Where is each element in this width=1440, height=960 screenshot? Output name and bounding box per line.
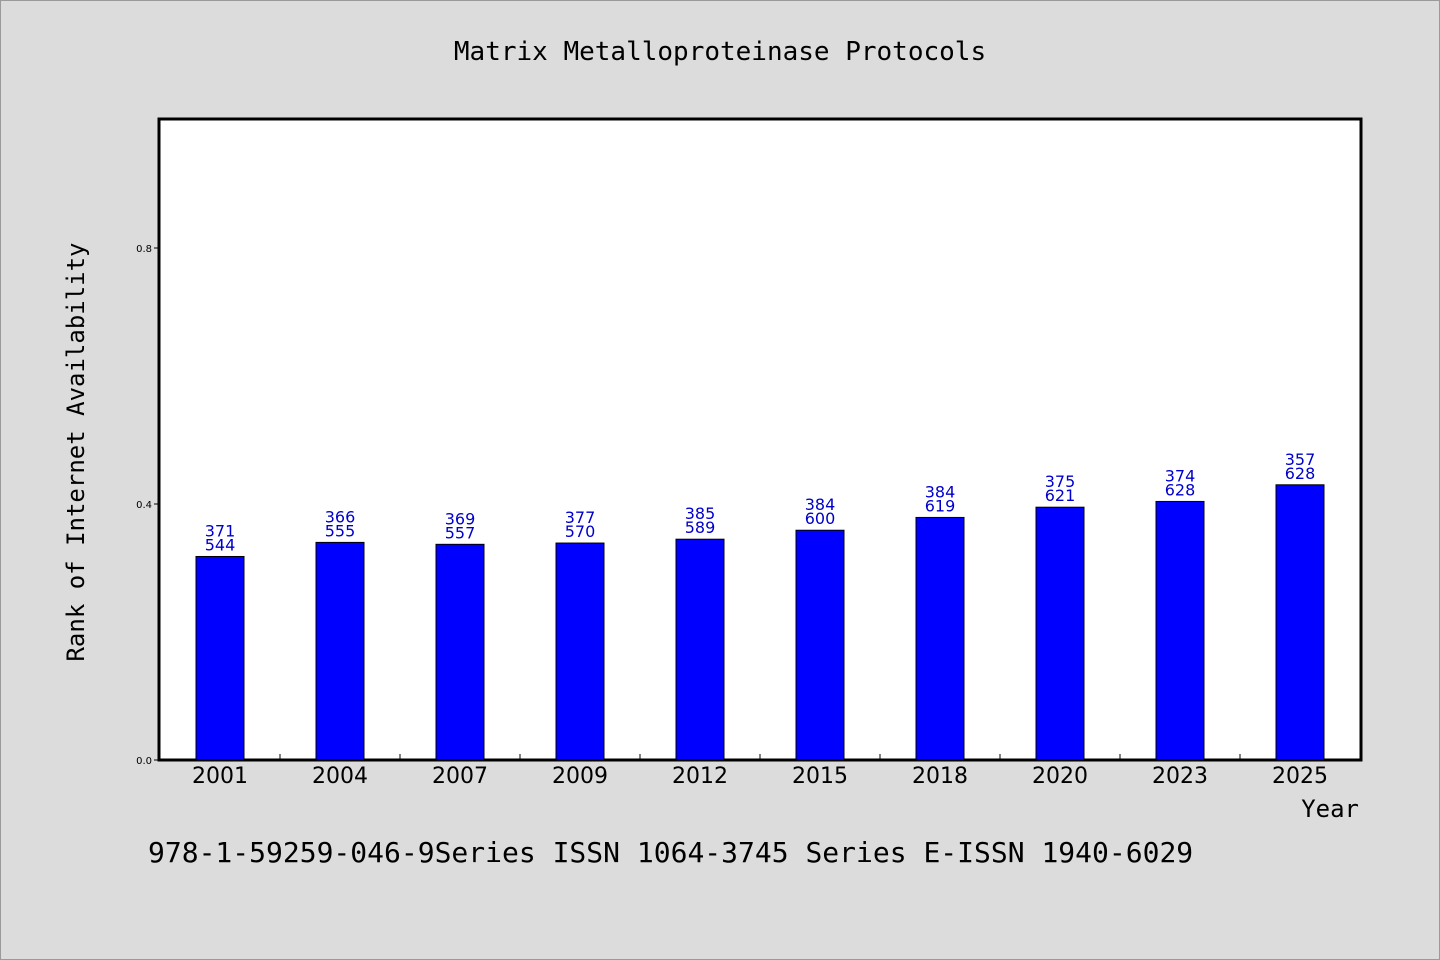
data-label-top: 385 xyxy=(685,504,716,523)
data-label-bottom: 628 xyxy=(1285,464,1316,483)
data-label-bottom: 621 xyxy=(1045,486,1076,505)
chart-title: Matrix Metalloproteinase Protocols xyxy=(454,37,986,67)
bar xyxy=(1275,484,1325,761)
y-tick-label: 0.0 xyxy=(136,756,152,767)
x-tick-label: 2009 xyxy=(552,764,608,789)
bar xyxy=(435,543,485,761)
x-tick-label: 2018 xyxy=(912,764,968,789)
x-axis-ticks: 2001 2004 2007 2009 2012 2015 2018 2020 2023 2025 xyxy=(192,754,1328,789)
x-axis-label: Year xyxy=(1301,795,1359,823)
data-label-top: 384 xyxy=(925,482,956,501)
y-tick-label: 0.4 xyxy=(136,500,152,511)
data-label-bottom: 555 xyxy=(325,521,356,540)
y-axis-ticks: 0.0 0.4 0.8 xyxy=(136,244,160,767)
x-tick-label: 2025 xyxy=(1272,764,1328,789)
bar xyxy=(1035,506,1085,761)
x-tick-label: 2020 xyxy=(1032,764,1088,789)
data-label-top: 371 xyxy=(205,521,236,540)
data-label-top: 366 xyxy=(325,507,356,526)
data-label-bottom: 557 xyxy=(445,523,476,542)
x-tick-label: 2012 xyxy=(672,764,728,789)
data-label-top: 374 xyxy=(1165,466,1196,485)
x-tick-label: 2007 xyxy=(432,764,488,789)
footer-text: 978-1-59259-046-9Series ISSN 1064-3745 S… xyxy=(148,836,1193,869)
bar xyxy=(1155,500,1205,761)
data-label-bottom: 619 xyxy=(925,496,956,515)
bar xyxy=(555,542,605,761)
data-label-top: 369 xyxy=(445,509,476,528)
bar xyxy=(315,541,365,761)
data-label-top: 375 xyxy=(1045,472,1076,491)
y-axis-label: Rank of Internet Availability xyxy=(62,242,90,661)
x-tick-label: 2023 xyxy=(1152,764,1208,789)
bar xyxy=(675,538,725,761)
bar xyxy=(795,529,845,761)
bar xyxy=(195,555,245,761)
x-tick-label: 2001 xyxy=(192,764,248,789)
data-label-bottom: 589 xyxy=(685,518,716,537)
bar-series: 3715443665553695573775703855893846003846… xyxy=(195,450,1325,761)
y-tick-label: 0.8 xyxy=(136,244,152,255)
data-label-top: 377 xyxy=(565,508,596,527)
data-label-top: 384 xyxy=(805,495,836,514)
data-label-bottom: 600 xyxy=(805,509,836,528)
data-label-top: 357 xyxy=(1285,450,1316,469)
data-label-bottom: 570 xyxy=(565,522,596,541)
data-label-bottom: 544 xyxy=(205,535,236,554)
x-tick-label: 2015 xyxy=(792,764,848,789)
bar xyxy=(915,516,965,761)
data-label-bottom: 628 xyxy=(1165,480,1196,499)
x-tick-label: 2004 xyxy=(312,764,368,789)
